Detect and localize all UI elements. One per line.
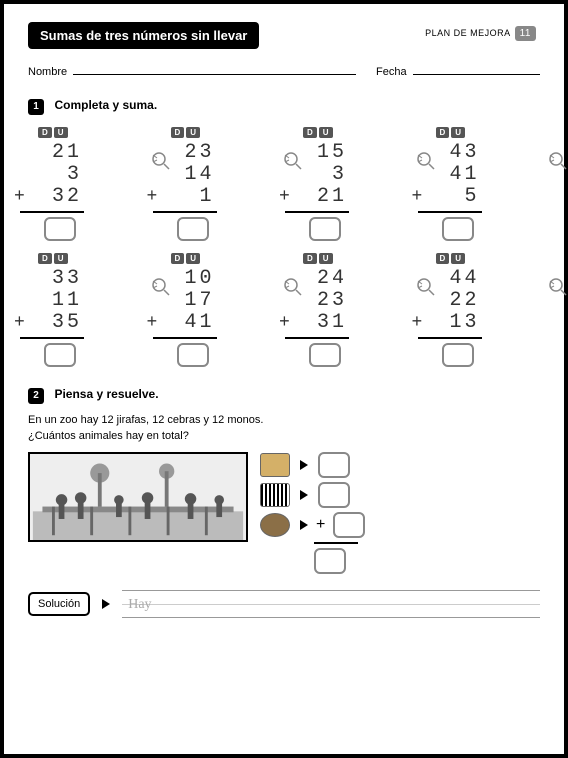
addition-problem: DU 24 23 +31 bbox=[293, 253, 408, 367]
date-label: Fecha bbox=[376, 66, 407, 78]
arrow-icon bbox=[300, 490, 308, 500]
date-input-line[interactable] bbox=[413, 63, 540, 75]
addition-problem: DU 44 22 +13 bbox=[426, 253, 541, 367]
total-answer-box[interactable] bbox=[314, 548, 346, 574]
zebra-icon bbox=[260, 483, 290, 507]
worksheet-title: Sumas de tres números sin llevar bbox=[28, 22, 259, 49]
addition-problem: DU 43 41 +5 bbox=[426, 127, 541, 241]
giraffe-icon bbox=[260, 453, 290, 477]
section-1-title: Completa y suma. bbox=[54, 98, 157, 112]
addition-problem: DU 15 3 +21 bbox=[293, 127, 408, 241]
addition-problem: DU 21 3 +32 bbox=[28, 127, 143, 241]
addition-problem: DU 10 17 +41 bbox=[161, 253, 276, 367]
plan-label: PLAN DE MEJORA11 bbox=[425, 26, 536, 41]
zoo-illustration bbox=[28, 452, 248, 542]
section-1-number: 1 bbox=[28, 99, 44, 115]
magnify-icon bbox=[548, 151, 568, 171]
answer-box[interactable] bbox=[442, 343, 474, 367]
plus-sign: + bbox=[316, 516, 325, 534]
monkey-icon bbox=[260, 513, 290, 537]
addition-problem: DU 23 14 +1 bbox=[161, 127, 276, 241]
addition-problem: DU 33 11 +35 bbox=[28, 253, 143, 367]
solution-input-line[interactable]: Hay bbox=[122, 590, 540, 618]
arrow-icon bbox=[300, 460, 308, 470]
arrow-icon bbox=[102, 599, 110, 609]
name-label: Nombre bbox=[28, 66, 67, 78]
answer-box[interactable] bbox=[177, 343, 209, 367]
solution-label: Solución bbox=[28, 592, 90, 616]
magnify-icon bbox=[548, 277, 568, 297]
section-2-number: 2 bbox=[28, 388, 44, 404]
answer-box[interactable] bbox=[177, 217, 209, 241]
answer-box[interactable] bbox=[309, 343, 341, 367]
answer-box[interactable] bbox=[309, 217, 341, 241]
arrow-icon bbox=[300, 520, 308, 530]
answer-box[interactable] bbox=[318, 482, 350, 508]
answer-box[interactable] bbox=[333, 512, 365, 538]
name-input-line[interactable] bbox=[73, 63, 356, 75]
word-problem: En un zoo hay 12 jirafas, 12 cebras y 12… bbox=[28, 412, 540, 444]
section-2-title: Piensa y resuelve. bbox=[54, 387, 158, 401]
answer-box[interactable] bbox=[318, 452, 350, 478]
answer-box[interactable] bbox=[44, 217, 76, 241]
answer-box[interactable] bbox=[442, 217, 474, 241]
answer-box[interactable] bbox=[44, 343, 76, 367]
